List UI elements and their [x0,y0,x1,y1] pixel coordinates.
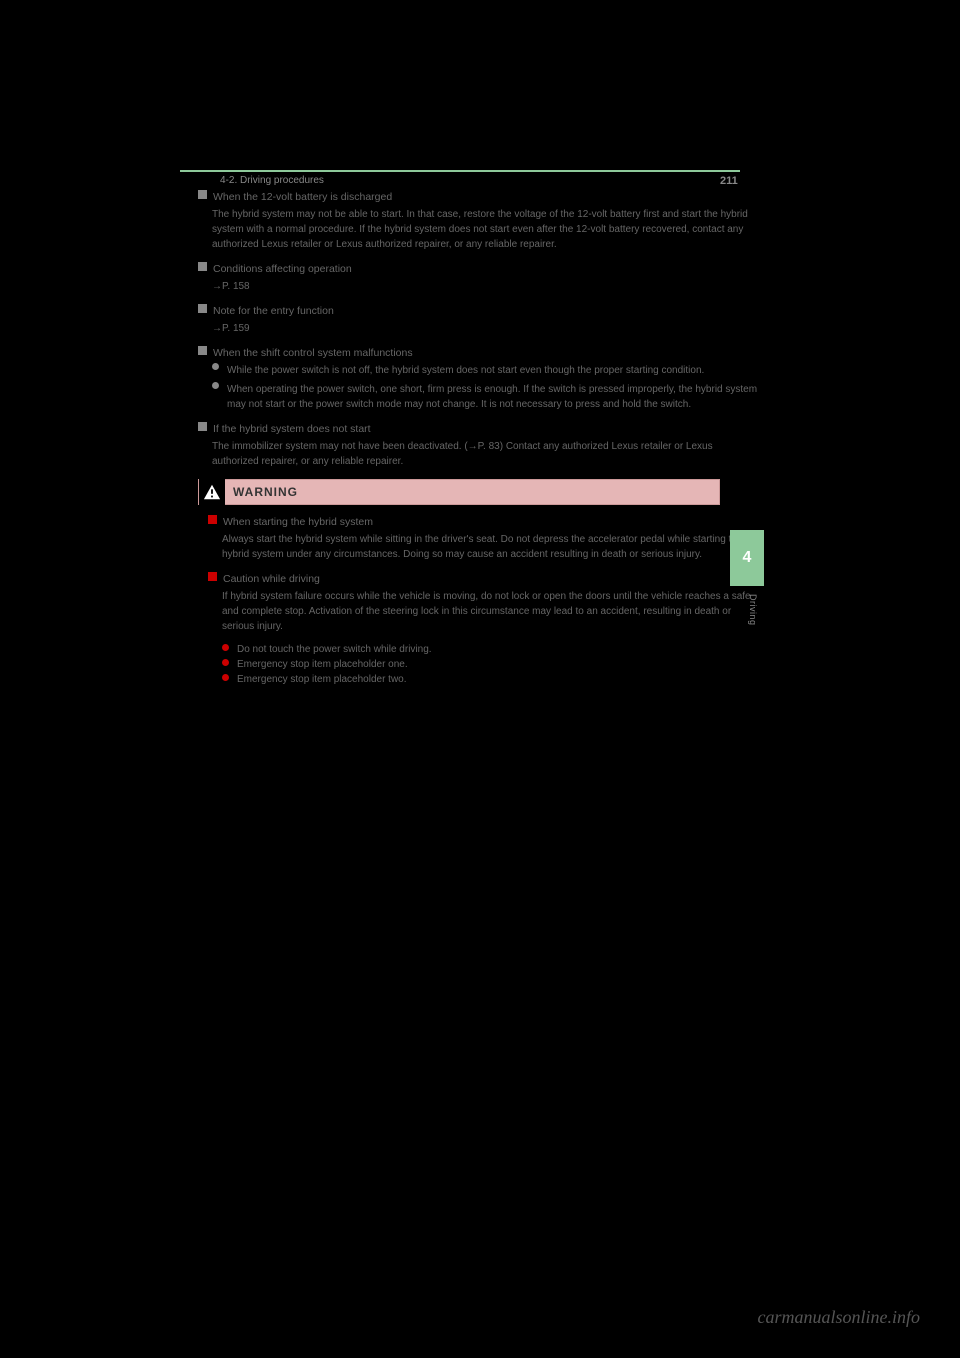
red-dot-bullet-icon [222,644,229,651]
section-heading: Conditions affecting operation [198,262,760,275]
section-battery: When the 12-volt battery is discharged T… [180,190,760,252]
section-heading: Note for the entry function [198,304,760,317]
warning-block-caution: Caution while driving If hybrid system f… [180,572,760,685]
list-text: While the power switch is not off, the h… [227,363,760,378]
warning-label: WARNING [233,485,298,499]
list-text: When operating the power switch, one sho… [227,382,760,412]
section-body: The hybrid system may not be able to sta… [212,207,760,252]
watermark: carmanualsonline.info [758,1307,921,1328]
warning-heading: Caution while driving [208,572,760,585]
warning-block-start: When starting the hybrid system Always s… [180,515,760,562]
list-item: Emergency stop item placeholder two. [222,674,760,685]
red-dot-bullet-icon [222,674,229,681]
warning-body: Always start the hybrid system while sit… [222,532,760,562]
chapter-tab: 4 [730,530,764,586]
heading-text: Note for the entry function [213,305,334,317]
list-item: Do not touch the power switch while driv… [222,644,760,655]
red-dot-bullet-icon [222,659,229,666]
section-heading: When the 12-volt battery is discharged [198,190,760,203]
list-text: Do not touch the power switch while driv… [237,644,760,655]
section-ref: →P. 158 [212,279,760,294]
section-body: The immobilizer system may not have been… [212,439,760,469]
heading-text: When the shift control system malfunctio… [213,347,413,359]
square-bullet-icon [198,262,207,271]
section-entry: Note for the entry function →P. 159 [180,304,760,336]
section-ref: →P. 159 [212,321,760,336]
list-item: When operating the power switch, one sho… [212,382,760,412]
heading-text: If the hybrid system does not start [213,423,371,435]
warning-heading: When starting the hybrid system [208,515,760,528]
warning-bar: WARNING [198,479,720,505]
square-bullet-icon [198,346,207,355]
list-item: Emergency stop item placeholder one. [222,659,760,670]
header-divider [180,170,740,172]
square-bullet-icon [198,422,207,431]
section-heading: When the shift control system malfunctio… [198,346,760,359]
section-heading: If the hybrid system does not start [198,422,760,435]
red-square-bullet-icon [208,515,217,524]
dot-bullet-icon [212,363,219,370]
chapter-label: Driving [748,594,758,626]
dot-bullet-icon [212,382,219,389]
section-conditions: Conditions affecting operation →P. 158 [180,262,760,294]
warning-body: If hybrid system failure occurs while th… [222,589,760,634]
page-content: When the 12-volt battery is discharged T… [180,170,760,689]
section-shift: When the shift control system malfunctio… [180,346,760,412]
red-square-bullet-icon [208,572,217,581]
warning-triangle-icon [199,479,225,505]
heading-text: When the 12-volt battery is discharged [213,191,392,203]
square-bullet-icon [198,190,207,199]
chapter-number: 4 [743,549,752,567]
square-bullet-icon [198,304,207,313]
list-item: While the power switch is not off, the h… [212,363,760,378]
heading-text: Conditions affecting operation [213,263,352,275]
list-text: Emergency stop item placeholder one. [237,659,760,670]
section-nostart: If the hybrid system does not start The … [180,422,760,469]
heading-text: When starting the hybrid system [223,516,373,528]
heading-text: Caution while driving [223,573,320,585]
list-text: Emergency stop item placeholder two. [237,674,760,685]
